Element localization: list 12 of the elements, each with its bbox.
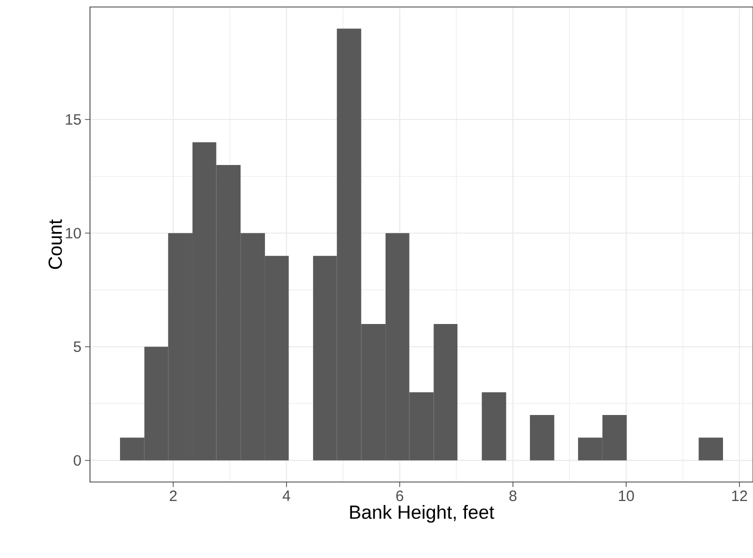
- x-tick-label: 12: [732, 490, 748, 501]
- y-tick-label: 5: [74, 342, 81, 352]
- y-tick-label: 0: [74, 455, 81, 466]
- y-tick-label: 15: [66, 114, 81, 125]
- x-axis-title: Bank Height, feet: [350, 504, 494, 523]
- x-tick-label: 8: [509, 490, 516, 502]
- y-axis-title: Count: [48, 219, 62, 269]
- x-tick-label: 6: [396, 490, 404, 502]
- y-tick-label: 10: [66, 228, 81, 238]
- x-tick-label: 2: [170, 490, 177, 501]
- x-tick-label: 4: [282, 490, 290, 501]
- x-tick-label: 10: [618, 490, 634, 502]
